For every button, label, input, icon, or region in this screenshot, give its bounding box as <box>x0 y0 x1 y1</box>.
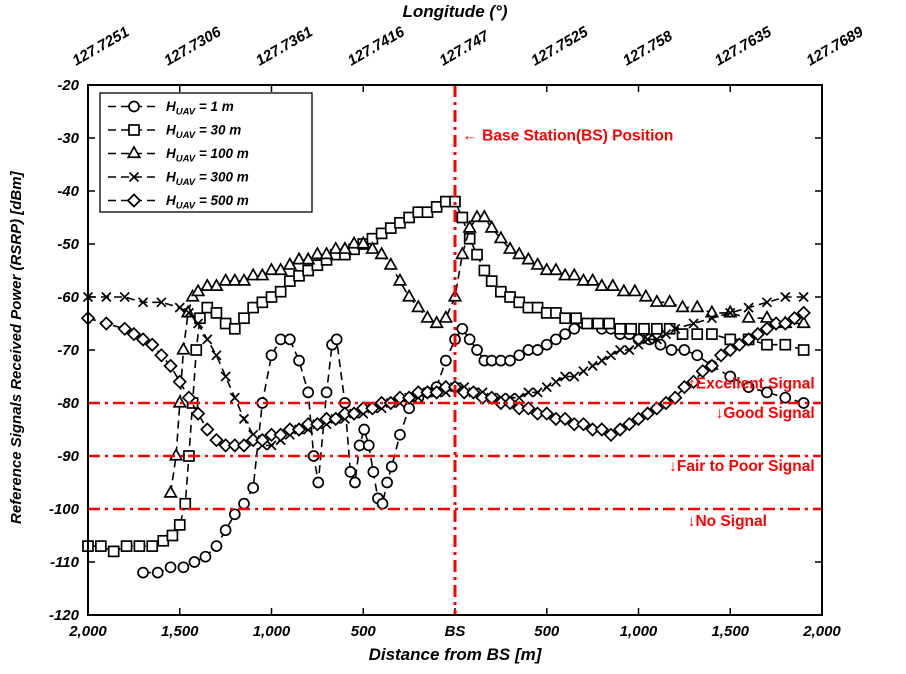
svg-text:127.7525: 127.7525 <box>528 23 591 69</box>
legend-entry-huav-30m: HUAV = 30 m <box>108 123 241 142</box>
legend-label-huav-1m: HUAV = 1 m <box>166 99 234 118</box>
svg-text:127.7416: 127.7416 <box>345 23 408 69</box>
x-tick-labels: 2,000 1,500 1,000 500 BS 500 1,000 1,500 2,000 <box>68 623 841 640</box>
svg-text:127.7689: 127.7689 <box>804 23 867 69</box>
svg-text:-80: -80 <box>57 395 79 412</box>
svg-text:2,000: 2,000 <box>802 623 841 640</box>
svg-text:-20: -20 <box>57 77 79 94</box>
legend-label-huav-30m: HUAV = 30 m <box>166 123 241 142</box>
longitude-tick-labels: 127.7251 127.7306 127.7361 127.7416 127.747 1… <box>70 23 867 69</box>
top-axis-title: Longitude (°) <box>402 2 508 21</box>
svg-text:127.7251: 127.7251 <box>70 23 133 69</box>
annotation-bs-position: ← Base Station(BS) Position <box>462 128 673 145</box>
annotation-no-signal: ↓No Signal <box>688 513 767 530</box>
svg-text:127.747: 127.747 <box>437 27 493 69</box>
annotation-good-signal: ↓Good Signal <box>716 405 815 422</box>
svg-text:1,500: 1,500 <box>711 623 749 640</box>
svg-text:-40: -40 <box>57 183 79 200</box>
svg-text:1,000: 1,000 <box>620 623 658 640</box>
svg-text:500: 500 <box>351 623 377 640</box>
plot-border <box>87 84 823 616</box>
svg-text:-50: -50 <box>57 236 79 253</box>
svg-text:-60: -60 <box>57 289 79 306</box>
svg-text:1,500: 1,500 <box>161 623 199 640</box>
reference-lines <box>88 85 822 615</box>
svg-text:500: 500 <box>534 623 560 640</box>
svg-text:-70: -70 <box>57 342 79 359</box>
svg-text:-100: -100 <box>49 501 80 518</box>
legend-entry-huav-1m: HUAV = 1 m <box>108 99 234 118</box>
svg-text:2,000: 2,000 <box>68 623 107 640</box>
legend: HUAV = 1 m HUAV = 30 m HUAV = 100 m HUAV = … <box>99 92 313 213</box>
legend-label-huav-100m: HUAV = 100 m <box>166 146 249 165</box>
x-axis-title: Distance from BS [m] <box>368 645 542 664</box>
legend-entry-huav-500m: HUAV = 500 m <box>108 193 249 212</box>
legend-entry-huav-300m: HUAV = 300 m <box>108 170 249 189</box>
svg-text:-90: -90 <box>57 448 79 465</box>
legend-label-huav-300m: HUAV = 300 m <box>166 170 249 189</box>
annotation-excellent-signal: ↑Excellent Signal <box>688 376 815 393</box>
svg-text:-110: -110 <box>50 554 80 571</box>
series-huav-100m <box>163 209 811 498</box>
svg-text:127.758: 127.758 <box>620 27 676 69</box>
annotation-fair-poor-signal: ↓Fair to Poor Signal <box>669 458 815 475</box>
svg-text:127.7306: 127.7306 <box>161 23 224 69</box>
svg-text:BS: BS <box>445 623 466 640</box>
legend-label-huav-500m: HUAV = 500 m <box>166 193 249 212</box>
legend-entry-huav-100m: HUAV = 100 m <box>108 145 249 165</box>
svg-text:-120: -120 <box>49 607 80 624</box>
annotations: ← Base Station(BS) Position ↑Excellent Si… <box>462 128 814 530</box>
svg-text:127.7361: 127.7361 <box>253 23 316 69</box>
svg-text:-30: -30 <box>57 130 79 147</box>
y-tick-labels: -120 -110 -100 -90 -80 -70 -60 -50 -40 -30 -20 <box>49 77 80 624</box>
svg-text:1,000: 1,000 <box>253 623 291 640</box>
svg-text:127.7635: 127.7635 <box>712 23 775 69</box>
